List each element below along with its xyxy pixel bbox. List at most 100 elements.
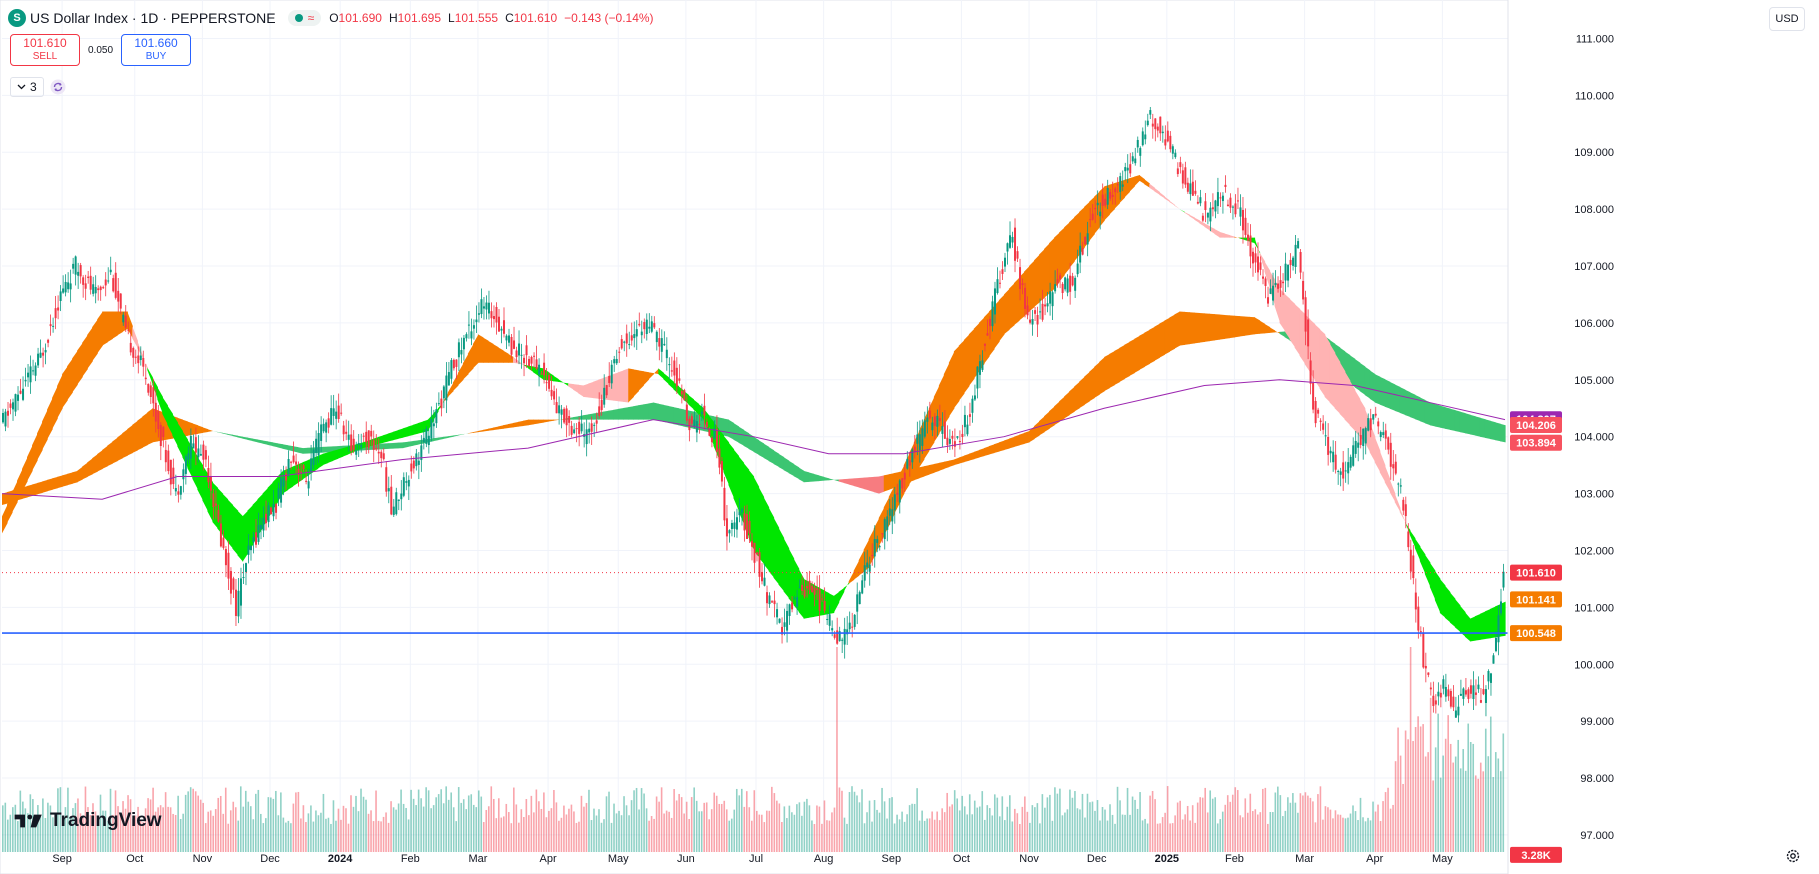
sell-button[interactable]: 101.610 SELL [10, 34, 80, 66]
volume-bar [593, 808, 595, 852]
volume-bar [1169, 823, 1171, 852]
candle-body [350, 434, 353, 452]
fast-ribbon-segment [152, 377, 158, 400]
candle-body [650, 321, 653, 332]
volume-bar [1221, 811, 1224, 852]
symbol-title[interactable]: US Dollar Index · 1D · PEPPERSTONE [30, 10, 276, 26]
candle-body [645, 319, 648, 335]
price-axis[interactable]: 111.000110.000109.000108.000107.000106.0… [1507, 0, 1614, 874]
volume-bar [372, 821, 375, 852]
fast-ribbon-segment [477, 334, 484, 363]
fast-ribbon-segment [598, 377, 604, 400]
volume-bar [400, 789, 402, 852]
volume-bar [1056, 793, 1059, 852]
candle-body [708, 428, 711, 436]
fast-ribbon-segment [968, 328, 975, 387]
candle-body [365, 431, 368, 443]
volume-bar [976, 807, 979, 852]
fast-ribbon-segment [1389, 479, 1396, 503]
tradingview-logo-icon [14, 814, 42, 828]
trade-buttons: 101.610 SELL 0.050 101.660 BUY [10, 34, 192, 66]
x-tick-label: Oct [953, 853, 970, 865]
volume-bar [179, 818, 182, 852]
candle-body [1159, 116, 1162, 134]
candle-body [808, 580, 811, 591]
slow-ribbon-segment [868, 476, 875, 493]
volume-bar [543, 792, 545, 852]
volume-bar [798, 802, 801, 852]
fast-ribbon-segment [1484, 608, 1491, 640]
candle-body [390, 486, 393, 515]
candle-body [891, 509, 894, 522]
slow-ribbon-segment [272, 442, 279, 448]
volume-bar [262, 823, 265, 852]
slow-ribbon-segment [1259, 320, 1266, 334]
volume-bar [84, 786, 87, 852]
settings-gear-icon[interactable] [1785, 848, 1801, 864]
candle-body [750, 540, 753, 547]
candle-body [951, 435, 954, 439]
slow-ribbon-segment [432, 437, 439, 442]
volume-bar [901, 811, 903, 852]
fast-ribbon-segment [1209, 226, 1216, 235]
volume-bar [440, 789, 442, 852]
candle-body [946, 437, 949, 446]
candle-body [1061, 283, 1064, 294]
slow-ribbon-segment [52, 476, 58, 490]
volume-bar [1497, 758, 1500, 852]
volume-bar [781, 822, 783, 852]
candle-body [177, 491, 180, 495]
y-tick-label: 109.000 [1574, 147, 1614, 159]
volume-bar [184, 794, 187, 852]
slow-ribbon-segment [1404, 389, 1411, 418]
slow-ribbon-segment [788, 460, 795, 477]
candle-body [497, 316, 500, 332]
volume-bar [435, 797, 437, 852]
fast-ribbon-segment [362, 440, 369, 449]
volume-bar [670, 817, 673, 852]
indicators-toggle[interactable]: 3 [10, 77, 44, 97]
volume-bar [1059, 788, 1061, 852]
candle-body [395, 492, 398, 515]
slow-ribbon-segment [1364, 366, 1371, 399]
volume-bar [625, 805, 628, 852]
candle-body [1034, 310, 1037, 314]
candle-body [1149, 110, 1152, 115]
slow-ribbon-segment [22, 485, 28, 499]
refresh-icon[interactable] [50, 79, 66, 95]
symbol-logo-icon[interactable]: S [8, 9, 26, 27]
candle-body [49, 324, 52, 327]
slow-ribbon-segment [302, 447, 309, 454]
slow-ribbon-segment [578, 415, 584, 420]
slow-ribbon-segment [262, 440, 269, 445]
candle-body [417, 460, 420, 465]
candle-body [693, 419, 696, 428]
candle-body [1191, 181, 1194, 196]
candle-body [598, 406, 601, 416]
currency-selector[interactable]: USD [1769, 7, 1805, 31]
candle-body [249, 546, 252, 551]
candle-body [342, 425, 345, 435]
market-status-pill[interactable]: ≈ [287, 10, 322, 26]
slow-ribbon-segment [548, 419, 554, 422]
candle-body [973, 395, 976, 400]
time-axis[interactable]: Sep Oct Nov Dec 2024 Feb Mar Apr May Jun Jul Aug Sep… [52, 853, 1453, 865]
volume-bar [1074, 791, 1076, 852]
volume-bar [17, 821, 19, 852]
volume-bar [214, 809, 217, 852]
volume-bar [1292, 793, 1294, 852]
candle-body [204, 450, 207, 460]
candle-body [167, 450, 170, 472]
fast-ribbon-segment [1094, 191, 1100, 235]
x-tick-label: May [608, 853, 629, 865]
candle-body [1264, 278, 1267, 286]
buy-button[interactable]: 101.660 BUY [121, 34, 192, 66]
candle-body [1474, 692, 1477, 695]
candle-body [1049, 291, 1052, 304]
fast-ribbon-segment [1164, 196, 1170, 203]
volume-bar [490, 786, 493, 852]
volume-bar [713, 792, 716, 852]
candle-body [883, 519, 886, 540]
candle-body [1342, 462, 1345, 479]
